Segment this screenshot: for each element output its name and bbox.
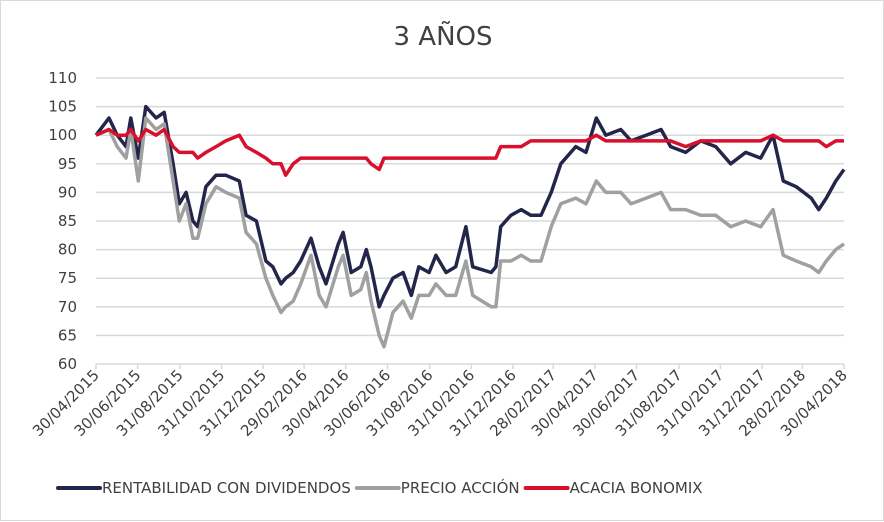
y-tick-label: 90 xyxy=(58,183,77,201)
chart-title: 3 AÑOS xyxy=(393,20,492,52)
series-line-3 xyxy=(95,127,844,177)
y-tick-label: 110 xyxy=(48,69,77,87)
y-tick-label: 60 xyxy=(58,355,77,373)
y-tick-label: 75 xyxy=(58,269,77,287)
series-line-1 xyxy=(94,104,846,309)
legend: RENTABILIDAD CON DIVIDENDOS PRECIO ACCIÓN… xyxy=(56,478,703,497)
y-tick-label: 105 xyxy=(48,98,77,116)
legend-label: RENTABILIDAD CON DIVIDENDOS xyxy=(102,479,351,497)
y-tick-label: 85 xyxy=(58,212,77,230)
series-lines xyxy=(94,104,846,349)
y-tick-label: 95 xyxy=(58,155,77,173)
y-tick-label: 70 xyxy=(58,298,77,316)
y-tick-label: 100 xyxy=(48,126,77,144)
gridlines xyxy=(96,77,844,337)
x-axis: 30/04/201530/06/201531/08/201531/10/2015… xyxy=(29,363,851,440)
legend-label: PRECIO ACCIÓN xyxy=(401,478,520,497)
series-line-2 xyxy=(95,116,845,349)
y-axis: 60 65 70 75 80 85 90 95 100 105 110 xyxy=(48,69,77,373)
y-tick-label: 80 xyxy=(58,241,77,259)
legend-label: ACACIA BONOMIX xyxy=(570,479,703,497)
y-tick-label: 65 xyxy=(58,326,77,344)
